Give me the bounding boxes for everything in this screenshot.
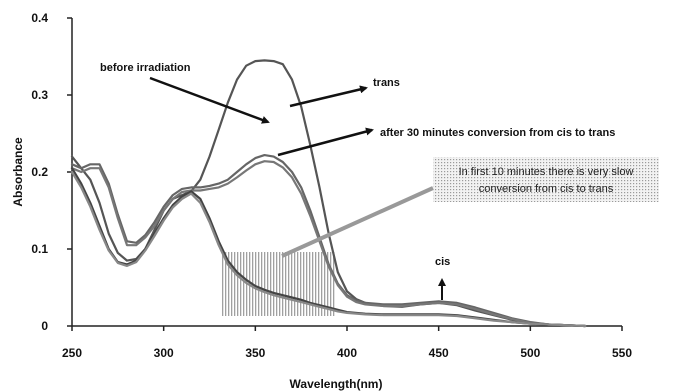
annotation-trans-arrow	[289, 85, 368, 108]
x-tick-label: 400	[337, 346, 357, 360]
annotation-trans: trans	[373, 77, 400, 89]
x-tick-label: 500	[520, 346, 540, 360]
annotation-note-box	[433, 157, 659, 202]
annotation-cis: cis	[435, 256, 450, 268]
x-tick-label: 350	[245, 346, 265, 360]
y-tick-label: 0.4	[31, 11, 48, 25]
annotation-note-line-1: In first 10 minutes there is very slow	[459, 166, 634, 178]
annotation-before-irradiation: before irradiation	[100, 62, 191, 74]
x-tick-label: 250	[62, 346, 82, 360]
ticks-layer: 250 300 350 400 450 500 550 0 0.1 0.2 0.3 0.4	[31, 11, 632, 360]
series-layer	[70, 59, 587, 328]
y-axis-title: Absorbance	[11, 137, 25, 207]
annotation-before-irradiation-arrow	[149, 76, 270, 124]
x-axis-title: Wavelength(nm)	[290, 377, 383, 391]
series-line-2	[70, 154, 587, 328]
series-line-3	[70, 160, 587, 328]
y-tick-label: 0.3	[31, 88, 48, 102]
annotation-after-30-minutes: after 30 minutes conversion from cis to …	[380, 127, 615, 139]
x-tick-label: 450	[429, 346, 449, 360]
annotation-note-pointer	[281, 186, 434, 258]
x-tick-label: 300	[154, 346, 174, 360]
y-tick-label: 0	[41, 319, 48, 333]
y-tick-label: 0.1	[31, 242, 48, 256]
x-tick-label: 550	[612, 346, 632, 360]
annotation-after-30-minutes-arrow	[277, 127, 374, 157]
y-tick-label: 0.2	[31, 165, 48, 179]
series-line-5	[70, 170, 587, 328]
annotation-note-line-2: conversion from cis to trans	[479, 183, 614, 195]
